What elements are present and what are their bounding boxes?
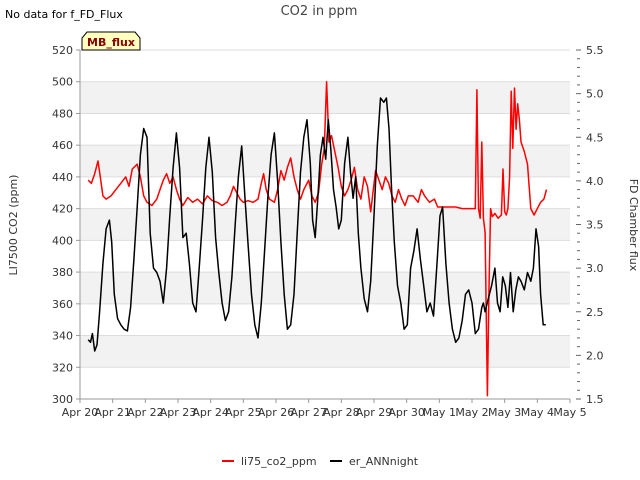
y2-tick-label: 3.5 [586,219,604,232]
badge-label: MB_flux [87,36,135,49]
y2-axis-title: FD Chamber flux [627,179,640,272]
y-tick-label: 460 [52,139,73,152]
y-tick-label: 480 [52,107,73,120]
y-tick-label: 320 [52,361,73,374]
y-tick-label: 420 [52,203,73,216]
grid-band [80,208,570,241]
legend-label: li75_co2_ppm [241,455,317,468]
y2-tick-label: 4.5 [586,131,604,144]
y-tick-label: 300 [52,393,73,406]
grid-band [80,240,570,273]
series-lines [87,80,548,397]
x-tick-label: Apr 28 [323,406,360,419]
y2-tick-label: 2.5 [586,306,604,319]
y2-tick-label: 1.5 [586,393,604,406]
y2-tick-label: 2.0 [586,349,604,362]
grid-band [80,176,570,209]
x-tick-label: Apr 23 [160,406,197,419]
legend-label: er_ANNnight [349,455,419,468]
x-tick-label: Apr 21 [94,406,131,419]
y-tick-label: 380 [52,266,73,279]
plot-border [79,50,570,400]
y2-tick-label: 5.5 [586,44,604,57]
y-axis-title: LI7500 CO2 (ppm) [7,175,20,276]
x-tick-label: Apr 26 [258,406,295,419]
series-line-er-annnight [87,97,546,352]
x-tick-label: Apr 29 [356,406,393,419]
x-tick-label: May 1 [423,406,456,419]
y-tick-label: 440 [52,171,73,184]
x-tick-label: May 2 [455,406,488,419]
x-tick-label: May 4 [521,406,554,419]
x-tick-label: Apr 30 [388,406,425,419]
y-tick-label: 520 [52,44,73,57]
chart-title: CO2 in ppm [281,4,358,19]
mb-flux-badge: MB_flux [81,31,141,51]
y-tick-label: 500 [52,76,73,89]
x-tick-label: Apr 20 [62,406,99,419]
y-tick-label: 360 [52,298,73,311]
grid-bands [80,49,570,400]
x-tick-label: May 5 [553,406,586,419]
grid-band [80,303,570,336]
x-tick-label: Apr 24 [192,406,229,419]
y2-tick-label: 4.0 [586,175,604,188]
y-tick-label: 400 [52,234,73,247]
y-tick-label: 340 [52,330,73,343]
grid-band [80,335,570,368]
legend: li75_co2_ppm er_ANNnight [222,455,419,468]
no-data-note: No data for f_FD_Flux [5,8,123,21]
grid-band [80,50,570,82]
grid-band [80,367,570,399]
y-axis-right: 1.5 2.0 2.5 3.0 3.5 4.0 4.5 5.0 5.5 [576,44,604,406]
x-tick-label: Apr 25 [225,406,262,419]
y-axis-left: 300 320 340 360 380 400 420 440 460 480 500 520 [52,44,80,406]
y2-tick-label: 5.0 [586,88,604,101]
x-tick-label: May 3 [488,406,521,419]
y2-tick-label: 3.0 [586,262,604,275]
x-tick-label: Apr 22 [127,406,164,419]
x-tick-label: Apr 27 [290,406,327,419]
